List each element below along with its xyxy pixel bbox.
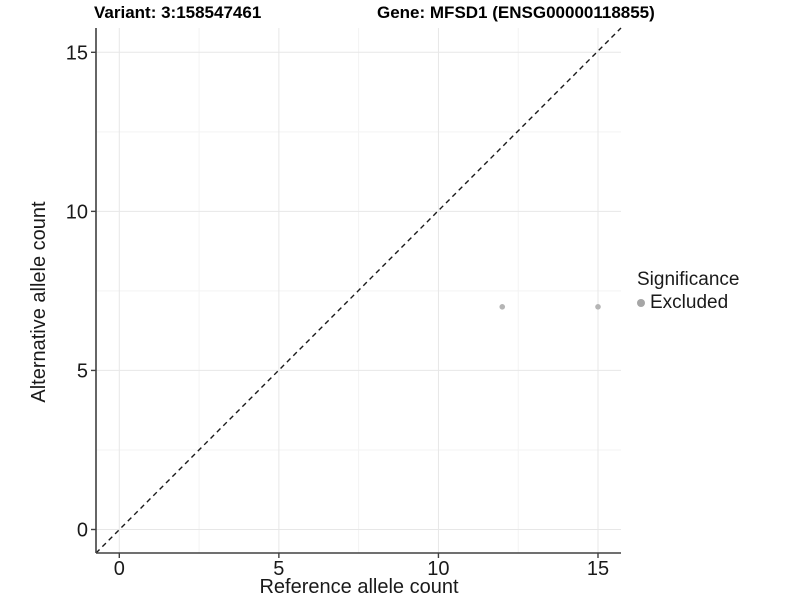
excluded-point-icon: [637, 299, 645, 307]
legend-item-label: Excluded: [650, 292, 729, 313]
plot-title-gene: Gene: MFSD1 (ENSG00000118855): [377, 3, 655, 22]
x-tick-label: 0: [114, 558, 125, 580]
y-tick-label: 5: [77, 360, 88, 382]
y-axis-title: Alternative allele count: [28, 201, 50, 403]
legend: Significance Excluded: [637, 269, 739, 314]
x-tick-label: 5: [273, 558, 284, 580]
y-tick-label: 0: [77, 520, 88, 542]
data-point: [499, 304, 506, 310]
x-tick-label: 15: [587, 558, 609, 580]
legend-title: Significance: [637, 269, 740, 290]
plot-title-variant: Variant: 3:158547461: [94, 3, 262, 22]
x-axis-title: Reference allele count: [259, 576, 459, 598]
legend-item-excluded: Excluded: [637, 292, 739, 314]
x-tick-label: 10: [427, 558, 449, 580]
y-tick-label: 15: [66, 42, 88, 64]
identity-dashed-line: [95, 27, 622, 554]
data-point: [595, 304, 601, 310]
y-tick-label: 10: [66, 201, 88, 223]
